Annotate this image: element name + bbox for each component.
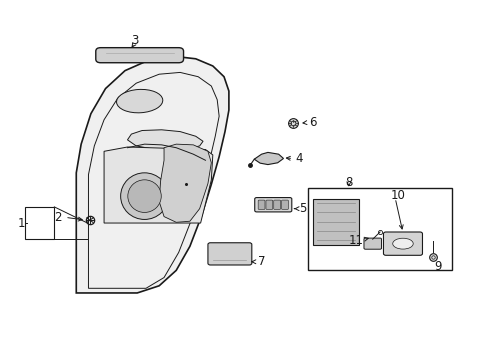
Ellipse shape: [392, 238, 412, 249]
Polygon shape: [159, 144, 211, 222]
FancyBboxPatch shape: [363, 238, 381, 249]
FancyBboxPatch shape: [273, 200, 280, 210]
Polygon shape: [127, 130, 203, 149]
Text: 8: 8: [345, 176, 352, 189]
Text: 9: 9: [433, 260, 441, 273]
FancyBboxPatch shape: [254, 198, 291, 212]
FancyBboxPatch shape: [96, 48, 183, 63]
Text: 4: 4: [295, 152, 302, 165]
Ellipse shape: [127, 180, 161, 212]
Ellipse shape: [116, 89, 163, 113]
Text: 2: 2: [54, 211, 62, 224]
FancyBboxPatch shape: [265, 200, 272, 210]
Polygon shape: [254, 152, 283, 165]
FancyBboxPatch shape: [383, 232, 422, 255]
Ellipse shape: [121, 173, 168, 220]
Text: 3: 3: [131, 34, 138, 48]
Text: 6: 6: [308, 116, 316, 129]
Polygon shape: [76, 56, 228, 293]
Polygon shape: [104, 147, 212, 223]
FancyBboxPatch shape: [312, 199, 358, 244]
Text: 1: 1: [18, 216, 25, 230]
FancyBboxPatch shape: [281, 200, 288, 210]
FancyBboxPatch shape: [258, 200, 264, 210]
Text: 7: 7: [257, 255, 265, 268]
Text: 10: 10: [389, 189, 404, 202]
Text: 11: 11: [347, 234, 363, 247]
FancyBboxPatch shape: [207, 243, 251, 265]
Text: 5: 5: [299, 202, 306, 215]
